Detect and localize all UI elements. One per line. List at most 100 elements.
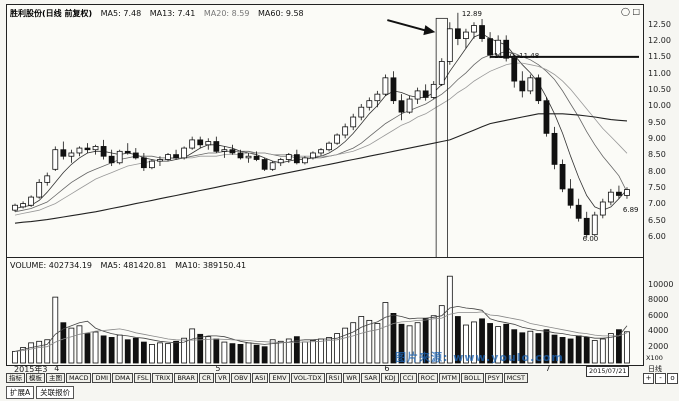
- candle: [358, 106, 365, 118]
- indicator-tab[interactable]: PSY: [484, 373, 503, 383]
- volume-bar: [197, 333, 204, 364]
- zoom-button[interactable]: -: [655, 373, 666, 384]
- volume-bar: [60, 322, 67, 364]
- volume-label: VOLUME: 402734.19: [10, 261, 92, 270]
- minus-icon[interactable]: ◯: [620, 7, 630, 16]
- volume-bar: [229, 343, 236, 364]
- volume-bar: [350, 322, 357, 364]
- candle: [221, 149, 228, 152]
- indicator-tab[interactable]: MACD: [66, 373, 92, 383]
- volume-bar: [173, 340, 179, 364]
- volume-bar: [68, 327, 75, 364]
- candle: [463, 31, 469, 40]
- candle: [157, 159, 163, 162]
- indicator-tab[interactable]: DMI: [92, 373, 112, 383]
- candle: [132, 152, 139, 159]
- volume-bar: [12, 350, 18, 364]
- volume-bar: [245, 342, 252, 364]
- window-controls: ◯ □: [621, 7, 640, 16]
- indicator-tab[interactable]: RSI: [325, 373, 343, 383]
- volume-bar: [334, 333, 340, 364]
- candle: [398, 100, 405, 113]
- volume-bar: [84, 333, 91, 364]
- volume-bar: [293, 336, 300, 364]
- volume-bar: [430, 315, 437, 364]
- indicator-tab[interactable]: VOL-TDX: [290, 373, 325, 383]
- indicator-tab[interactable]: CCI: [399, 373, 417, 383]
- volume-bar: [390, 313, 397, 364]
- price-tick-label: 9.00: [648, 133, 666, 143]
- indicator-tab[interactable]: DMA: [112, 373, 134, 383]
- bottom-tab[interactable]: 扩展A: [6, 386, 35, 399]
- volume-bar: [116, 334, 123, 364]
- ma20-label: MA20: 8.59: [203, 9, 250, 18]
- candle: [229, 149, 236, 154]
- volume-bar: [301, 341, 308, 364]
- price-tick-label: 8.50: [648, 150, 666, 160]
- price-tick-label: 6.50: [648, 215, 666, 225]
- price-annotation: 11.60--11.48: [494, 52, 539, 60]
- month-tick-label: 5: [215, 364, 221, 373]
- indicator-tab[interactable]: WR: [343, 373, 361, 383]
- indicator-tab[interactable]: 主图: [46, 373, 65, 383]
- volume-chart: [12, 275, 630, 364]
- volume-bar: [44, 339, 51, 364]
- zoom-button[interactable]: +: [643, 373, 654, 384]
- zoom-button[interactable]: o: [667, 373, 678, 384]
- close-icon[interactable]: □: [632, 7, 640, 16]
- indicator-tab[interactable]: CR: [199, 373, 215, 383]
- indicator-tab[interactable]: BRAR: [174, 373, 198, 383]
- price-tick-label: 8.00: [648, 166, 666, 176]
- indicator-tab[interactable]: 指标: [6, 373, 25, 383]
- volume-bar: [100, 335, 107, 364]
- volume-bar: [454, 316, 461, 364]
- indicator-tab[interactable]: EMV: [269, 373, 290, 383]
- candle: [479, 25, 485, 40]
- volume-bar: [511, 329, 518, 364]
- volume-bar: [140, 341, 147, 364]
- volume-bar: [446, 275, 453, 364]
- candle: [326, 142, 332, 151]
- candle: [495, 39, 502, 56]
- volume-bar: [374, 323, 381, 364]
- indicator-tab[interactable]: VR: [215, 373, 231, 383]
- indicator-tab[interactable]: BOLL: [460, 373, 484, 383]
- indicator-tab[interactable]: TRIX: [152, 373, 174, 383]
- price-pane[interactable]: 胜利股份(日线 前复权) MA5: 7.48 MA13: 7.41 MA20: …: [6, 4, 644, 260]
- indicator-tab[interactable]: ASI: [251, 373, 269, 383]
- candle: [616, 191, 622, 196]
- price-header: 胜利股份(日线 前复权) MA5: 7.48 MA13: 7.41 MA20: …: [10, 8, 310, 19]
- candle: [567, 188, 574, 206]
- price-series-ma13: [14, 51, 628, 213]
- indicator-tab[interactable]: FSL: [134, 373, 152, 383]
- candle: [245, 155, 252, 159]
- candle: [406, 98, 413, 113]
- indicator-tab[interactable]: OBV: [231, 373, 251, 383]
- price-tick-label: 12.50: [648, 19, 671, 29]
- candle: [575, 204, 582, 219]
- candle: [591, 214, 598, 236]
- candle: [382, 77, 389, 95]
- candle: [318, 149, 324, 154]
- candle: [181, 147, 188, 159]
- indicator-tab[interactable]: MCST: [503, 373, 528, 383]
- candle: [237, 152, 244, 159]
- volume-bar: [583, 337, 590, 364]
- indicator-tab[interactable]: ROC: [417, 373, 438, 383]
- volume-bar: [406, 325, 413, 364]
- candle: [60, 149, 67, 157]
- indicator-tab[interactable]: 模板: [26, 373, 45, 383]
- month-tick-label: 2015年3: [14, 365, 48, 374]
- indicator-tab[interactable]: MTM: [438, 373, 460, 383]
- indicator-tab[interactable]: SAR: [361, 373, 381, 383]
- indicator-tab[interactable]: KDJ: [381, 373, 399, 383]
- bottom-tab[interactable]: 关联报价: [36, 386, 75, 399]
- candle: [535, 77, 542, 102]
- candle: [301, 157, 308, 164]
- volume-pane[interactable]: VOLUME: 402734.19 MA5: 481420.81 MA10: 3…: [6, 257, 644, 366]
- candle: [527, 77, 534, 92]
- volume-bar: [519, 332, 526, 364]
- period-label[interactable]: 日线: [648, 365, 662, 373]
- stock-title[interactable]: 胜利股份(日线 前复权): [10, 9, 93, 18]
- ma5-label: MA5: 7.48: [100, 9, 142, 18]
